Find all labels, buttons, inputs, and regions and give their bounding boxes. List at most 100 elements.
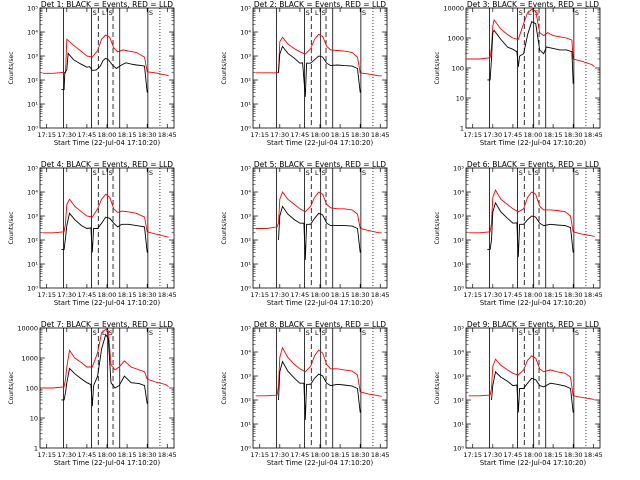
top-marker-label: S — [109, 329, 113, 337]
y-tick-label: 10⁵ — [240, 5, 251, 13]
y-tick-label: 10¹ — [453, 421, 464, 429]
x-tick-label: 17:45 — [504, 451, 523, 459]
y-tick-label: 10¹ — [240, 261, 251, 269]
y-tick-label: 10¹ — [27, 101, 38, 109]
x-tick-label: 17:30 — [57, 131, 76, 139]
x-tick-label: 17:15 — [37, 291, 56, 299]
top-marker-label: L — [315, 169, 319, 177]
y-tick-label: 10⁵ — [453, 325, 464, 333]
x-tick-label: 18:15 — [544, 451, 563, 459]
x-tick-label: 18:45 — [158, 131, 177, 139]
top-marker-label: S — [149, 329, 153, 337]
y-axis-label: Counts/sec — [221, 211, 228, 244]
x-axis-label: Start Time (22-Jul-04 17:10:20) — [54, 139, 161, 147]
x-tick-label: 18:30 — [138, 451, 157, 459]
top-marker-label: S — [362, 329, 366, 337]
x-tick-label: 18:30 — [564, 131, 583, 139]
y-tick-label: 10⁴ — [453, 349, 464, 357]
series-line-black — [487, 21, 574, 84]
top-marker-label: L — [528, 9, 532, 17]
x-tick-label: 18:45 — [371, 131, 390, 139]
x-tick-label: 18:00 — [98, 131, 117, 139]
top-marker-label: L — [102, 9, 106, 17]
x-tick-label: 17:15 — [463, 451, 482, 459]
y-tick-label: 10² — [453, 397, 464, 405]
series-line-black — [491, 370, 574, 413]
panel-title: Det 8: BLACK = Events, RED = LLD — [254, 320, 386, 329]
x-tick-label: 18:00 — [311, 451, 330, 459]
x-tick-label: 17:15 — [463, 131, 482, 139]
y-axis-label: Counts/sec — [221, 371, 228, 404]
x-tick-label: 17:30 — [57, 291, 76, 299]
top-marker-label: S — [109, 9, 113, 17]
plot-frame — [252, 7, 388, 129]
x-tick-label: 17:45 — [291, 291, 310, 299]
x-tick-label: 18:30 — [351, 451, 370, 459]
y-tick-label: 10² — [27, 77, 38, 85]
x-axis-label: Start Time (22-Jul-04 17:10:20) — [480, 139, 587, 147]
plot-frame — [39, 167, 175, 289]
x-tick-label: 17:30 — [483, 291, 502, 299]
x-tick-label: 17:45 — [78, 451, 97, 459]
y-axis-label: Counts/sec — [8, 211, 15, 244]
top-marker-label: L — [528, 329, 532, 337]
x-tick-label: 18:00 — [524, 291, 543, 299]
y-tick-label: 10³ — [240, 373, 251, 381]
x-tick-label: 17:15 — [250, 451, 269, 459]
top-marker-label: S — [93, 329, 97, 337]
y-tick-label: 10⁵ — [27, 5, 38, 13]
x-tick-label: 17:15 — [463, 291, 482, 299]
y-tick-label: 10⁰ — [27, 125, 38, 133]
panel-title: Det 9: BLACK = Events, RED = LLD — [467, 320, 599, 329]
y-tick-label: 10¹ — [27, 261, 38, 269]
series-line-red — [468, 355, 595, 401]
top-marker-label: S — [306, 169, 310, 177]
series-line-red — [42, 328, 169, 389]
top-marker-label: L — [102, 169, 106, 177]
x-axis-label: Start Time (22-Jul-04 17:10:20) — [480, 459, 587, 467]
panel-title: Det 1: BLACK = Events, RED = LLD — [41, 0, 173, 9]
top-marker-label: S — [149, 169, 153, 177]
x-tick-label: 18:00 — [311, 291, 330, 299]
y-tick-label: 1 — [460, 125, 464, 133]
x-tick-label: 17:30 — [483, 451, 502, 459]
y-axis-label: Counts/sec — [8, 51, 15, 84]
y-tick-label: 10⁰ — [240, 285, 251, 293]
x-axis-label: Start Time (22-Jul-04 17:10:20) — [480, 299, 587, 307]
y-tick-label: 10⁰ — [453, 285, 464, 293]
y-tick-label: 10³ — [27, 213, 38, 221]
y-tick-label: 10⁰ — [240, 445, 251, 453]
y-tick-label: 10⁰ — [453, 445, 464, 453]
y-tick-label: 10⁵ — [240, 165, 251, 173]
series-line-black — [61, 333, 148, 407]
x-tick-label: 18:45 — [584, 451, 603, 459]
y-tick-label: 10⁰ — [240, 125, 251, 133]
top-marker-label: S — [535, 329, 539, 337]
top-marker-label: S — [575, 9, 579, 17]
x-tick-label: 17:45 — [291, 131, 310, 139]
x-tick-label: 18:45 — [158, 451, 177, 459]
x-tick-label: 18:15 — [118, 291, 137, 299]
x-tick-label: 17:45 — [78, 291, 97, 299]
top-marker-label: S — [575, 329, 579, 337]
y-tick-label: 10² — [27, 237, 38, 245]
y-tick-label: 10⁴ — [453, 189, 464, 197]
series-line-black — [61, 212, 148, 253]
x-axis-label: Start Time (22-Jul-04 17:10:20) — [267, 139, 374, 147]
series-line-black — [278, 205, 361, 260]
y-tick-label: 100 — [452, 65, 464, 73]
top-marker-label: L — [102, 329, 106, 337]
top-marker-label: S — [362, 9, 366, 17]
y-tick-label: 10⁴ — [240, 349, 251, 357]
top-marker-label: S — [93, 169, 97, 177]
y-axis-label: Counts/sec — [434, 371, 441, 404]
top-marker-label: S — [93, 9, 97, 17]
top-marker-label: L — [315, 329, 319, 337]
